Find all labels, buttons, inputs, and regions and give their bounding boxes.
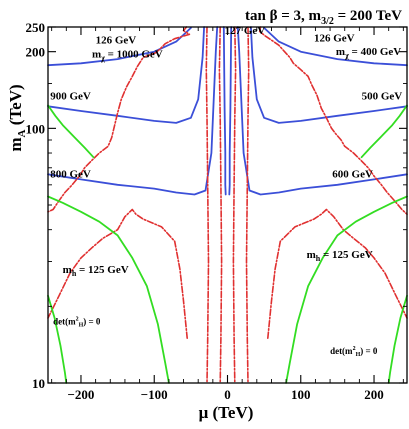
y-axis-label: mA (TeV) (6, 84, 28, 151)
higgs-mass-contour-8 (47, 26, 191, 213)
x-tick-label: −200 (68, 387, 95, 402)
chargino-mass-contour-4 (47, 26, 219, 196)
contour-label: mχ = 400 GeV (336, 46, 401, 60)
mh-green-contour-21 (387, 294, 408, 384)
higgs-mass-contour-12 (205, 26, 210, 384)
contour-label: 800 GeV (50, 169, 91, 181)
contour-label: 600 GeV (332, 169, 373, 181)
chargino-mass-contour-1 (263, 27, 408, 67)
contour-label: 126 GeV (314, 33, 355, 45)
chargino-mass-contour-6 (222, 26, 227, 196)
higgs-mass-contour-11 (267, 208, 408, 339)
chargino-mass-contour-0 (47, 27, 192, 67)
y-tick-label: 250 (26, 20, 46, 35)
y-tick-label: 200 (26, 45, 46, 60)
tick-labels: −200 −100 0 100 200 10 100 200 250 (26, 20, 384, 402)
contour-label: 900 GeV (50, 90, 91, 102)
mh-green-contour-16 (47, 104, 95, 159)
chargino-mass-contour-3 (250, 26, 408, 124)
contour-label: det(m2H) = 0 (53, 316, 101, 328)
chart-title: tan β = 3, m3/2 = 200 TeV (245, 8, 402, 27)
contour-label: mχ = 1000 GeV (92, 48, 163, 62)
contour-label: mh = 125 GeV (307, 249, 373, 263)
higgs-mass-contour-13 (218, 26, 223, 384)
higgs-mass-contour-10 (258, 26, 408, 215)
mh-green-contour-18 (47, 195, 170, 384)
chargino-mass-contour-5 (236, 26, 408, 196)
higgs-mass-contour-15 (245, 26, 250, 384)
plot-frame (47, 26, 408, 384)
x-axis-label: μ (TeV) (199, 403, 254, 422)
x-tick-label: 200 (364, 387, 384, 402)
axis-ticks (48, 26, 407, 384)
x-tick-label: 0 (224, 387, 231, 402)
contour-label: 500 GeV (362, 90, 403, 102)
x-tick-label: −100 (141, 387, 168, 402)
mh-green-contour-20 (47, 294, 68, 384)
x-tick-label: 100 (291, 387, 311, 402)
contour-label: det(m2H) = 0 (330, 346, 378, 358)
higgs-mass-contour-14 (232, 26, 237, 384)
chargino-mass-contour-7 (228, 26, 233, 196)
mh-green-contour-17 (360, 104, 408, 159)
curves-layer (47, 26, 408, 384)
mh-green-contour-19 (285, 195, 408, 384)
contour-label: 126 GeV (96, 35, 137, 47)
y-tick-label: 10 (32, 376, 45, 391)
contour-label: mh = 125 GeV (63, 264, 129, 278)
higgs-mass-contour-9 (47, 208, 188, 339)
y-tick-label: 100 (26, 121, 46, 136)
chargino-mass-contour-2 (47, 26, 205, 124)
contour-label: 127 GeV (225, 25, 266, 37)
